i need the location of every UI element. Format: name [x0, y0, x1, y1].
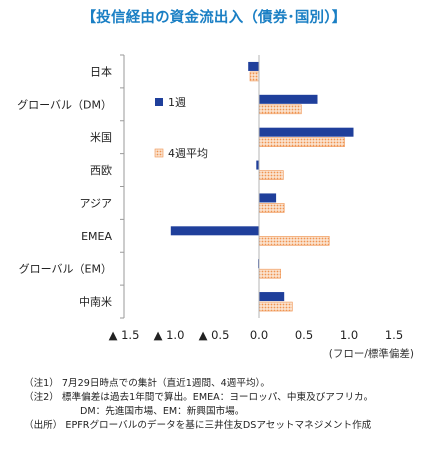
- category-label: 日本: [90, 64, 112, 78]
- legend-swatch-4week-avg: [154, 148, 164, 158]
- category-label: アジア: [79, 197, 112, 210]
- bar-1week: [170, 226, 259, 236]
- category-label: 中南米: [79, 296, 112, 309]
- category-label: EMEA: [81, 230, 112, 243]
- chart-title: 【投信経由の資金流出入（債券･国別）】: [81, 10, 347, 26]
- x-tick-label: 0.0: [250, 328, 268, 342]
- x-tick-label: ▲ 0.5: [199, 328, 230, 342]
- bar-4week-avg: [258, 170, 284, 180]
- bar-4week-avg: [258, 104, 302, 115]
- x-tick-label: 1.0: [340, 328, 358, 342]
- x-tick-label: ▲ 1.0: [154, 328, 185, 342]
- bar-4week-avg: [258, 203, 285, 213]
- footnote-1: （注1） 7月29日時点での集計（直近1週間、4週平均）。: [24, 378, 270, 389]
- bar-1week: [259, 292, 285, 302]
- bar-1week: [259, 127, 354, 137]
- bar-4week-avg: [249, 71, 260, 82]
- category-label: グローバル（DM）: [17, 97, 112, 111]
- legend-label: 4週平均: [168, 147, 208, 160]
- category-label: 米国: [90, 131, 112, 144]
- bar-4week-avg: [258, 236, 330, 246]
- category-label: グローバル（EM）: [19, 262, 112, 276]
- footnotes: （注1） 7月29日時点での集計（直近1週間、4週平均）。 （注2） 標準偏差は…: [24, 377, 373, 433]
- bar-4week-avg: [258, 301, 293, 312]
- x-axis-label: (フロー/標準偏差): [329, 347, 414, 360]
- bar-4week-avg: [258, 268, 281, 279]
- footnote-3: DM：先進国市場、EM：新興国市場。: [80, 406, 245, 417]
- bar-1week: [248, 61, 259, 71]
- bar-1week: [256, 160, 259, 170]
- legend-label: 1週: [168, 96, 186, 109]
- bar-1week: [259, 193, 277, 203]
- bar-1week: [259, 94, 318, 104]
- category-label: 西欧: [90, 164, 112, 177]
- footnote-source: （出所） EPFRグローバルのデータを基に三井住友DSアセットマネジメント作成: [24, 420, 372, 431]
- x-tick-label: 0.5: [295, 328, 313, 342]
- footnote-2: （注2） 標準偏差は過去1年間で算出。EMEA：ヨーロッパ、中東及びアフリカ。: [24, 392, 374, 403]
- x-tick-label: 1.5: [385, 328, 403, 342]
- legend-swatch-1week: [155, 98, 163, 106]
- bar-4week-avg: [258, 137, 345, 147]
- x-tick-label: ▲ 1.5: [109, 328, 140, 342]
